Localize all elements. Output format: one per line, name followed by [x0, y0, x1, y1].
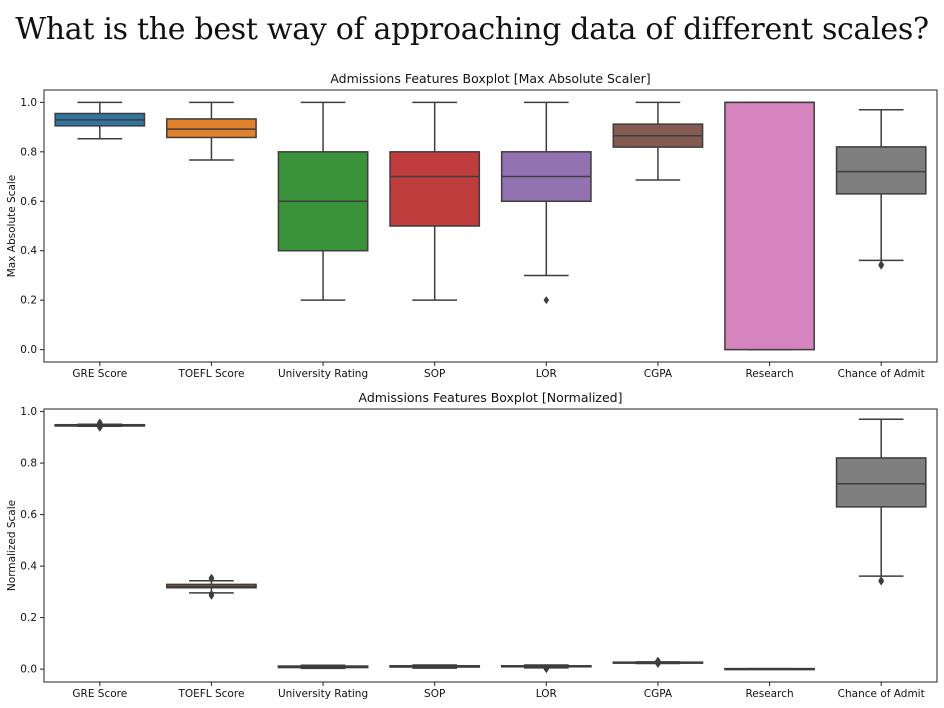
x-tick-label: GRE Score — [72, 688, 127, 700]
y-tick-label: 0.4 — [20, 561, 37, 573]
y-axis-label: Normalized Scale — [6, 500, 18, 591]
outlier-chance-of-admit — [878, 260, 884, 269]
box-chance-of-admit — [835, 146, 927, 195]
x-tick-label: Chance of Admit — [838, 368, 925, 380]
x-tick-label: SOP — [424, 688, 445, 700]
x-tick-label: CGPA — [644, 688, 673, 700]
outlier-chance-of-admit — [878, 576, 884, 585]
y-axis-label: Max Absolute Scale — [6, 175, 18, 278]
y-tick-label: 0.2 — [20, 612, 37, 624]
page-title: What is the best way of approaching data… — [15, 12, 929, 47]
x-tick-label: University Rating — [278, 368, 368, 380]
y-tick-label: 0.6 — [20, 196, 37, 208]
x-tick-label: LOR — [536, 368, 557, 380]
box-chance-of-admit — [835, 457, 927, 508]
y-tick-label: 0.2 — [20, 295, 37, 307]
x-tick-label: CGPA — [644, 368, 673, 380]
box-research — [724, 101, 815, 351]
y-tick-label: 0.0 — [20, 344, 37, 356]
y-tick-label: 0.8 — [20, 458, 37, 470]
box-toefl-score — [166, 118, 257, 139]
y-tick-label: 0.8 — [20, 146, 37, 158]
y-tick-label: 0.0 — [20, 664, 37, 676]
outlier-toefl-score — [208, 589, 215, 598]
outlier-gre-score — [97, 418, 103, 427]
y-tick-label: 0.4 — [20, 245, 37, 257]
y-tick-label: 1.0 — [20, 97, 37, 109]
x-tick-label: LOR — [536, 688, 557, 700]
x-tick-label: Research — [745, 368, 793, 380]
chart-max-abs-scaler: Admissions Features Boxplot [Max Absolut… — [6, 71, 938, 380]
plot-frame — [43, 408, 938, 683]
chart-title: Admissions Features Boxplot [Normalized] — [359, 390, 623, 405]
outlier-cgpa — [655, 656, 661, 665]
chart-title: Admissions Features Boxplot [Max Absolut… — [330, 71, 650, 86]
outlier-toefl-score — [208, 573, 215, 582]
x-tick-label: Research — [745, 688, 793, 700]
outlier-lor — [543, 665, 550, 674]
plot-frame — [43, 89, 938, 363]
x-tick-label: GRE Score — [72, 368, 127, 380]
box-sop — [389, 151, 481, 227]
x-tick-label: SOP — [424, 368, 445, 380]
outlier-gre-score — [97, 423, 103, 432]
x-tick-label: Chance of Admit — [838, 688, 925, 700]
x-tick-label: TOEFL Score — [177, 368, 244, 380]
x-tick-label: University Rating — [278, 688, 368, 700]
x-tick-label: TOEFL Score — [177, 688, 244, 700]
y-tick-label: 0.6 — [20, 509, 37, 521]
outlier-lor — [543, 296, 550, 305]
chart-normalized: Admissions Features Boxplot [Normalized]… — [6, 390, 938, 700]
y-tick-label: 1.0 — [20, 406, 37, 418]
